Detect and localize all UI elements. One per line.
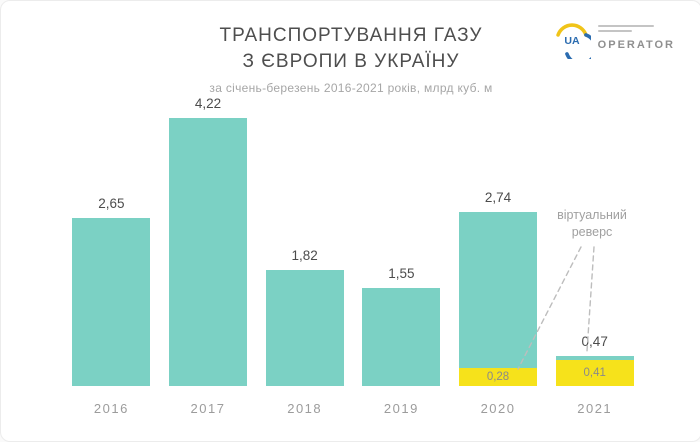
bar-column-2019: 1,55 2019 bbox=[353, 86, 450, 416]
virtual-reverse-annotation: віртуальний реверс bbox=[536, 207, 648, 241]
page-title: ТРАНСПОРТУВАННЯ ГАЗУ З ЄВРОПИ В УКРАЇНУ bbox=[1, 23, 700, 75]
bar-2018 bbox=[265, 270, 344, 386]
logo-wordmark: OPERATOR bbox=[597, 39, 675, 51]
annotation-line-2: реверс bbox=[571, 225, 613, 239]
bar-column-2018: 1,82 2018 bbox=[256, 86, 353, 416]
x-axis-label-2021: 2021 bbox=[577, 401, 613, 416]
svg-text:UA: UA bbox=[564, 35, 580, 47]
x-axis-label-2017: 2017 bbox=[190, 401, 226, 416]
bar-column-2021: 0,47 0,41 2021 bbox=[546, 86, 643, 416]
bar-2021: 0,41 bbox=[555, 356, 634, 386]
bar-2017 bbox=[169, 118, 247, 386]
logo-text-block: OPERATOR bbox=[597, 21, 675, 51]
x-axis-label-2016: 2016 bbox=[93, 401, 129, 416]
logo-tagline-line bbox=[597, 30, 632, 32]
annotation-line-1: віртуальний bbox=[557, 208, 627, 222]
bar-value-label: 2,65 bbox=[98, 196, 125, 211]
title-line-1: ТРАНСПОРТУВАННЯ ГАЗУ bbox=[219, 25, 483, 46]
bar-column-2017: 4,22 2017 bbox=[160, 86, 257, 416]
chart-subtitle: за січень-березень 2016-2021 років, млрд… bbox=[209, 81, 493, 95]
x-axis-label-2019: 2019 bbox=[383, 401, 419, 416]
title-line-2: З ЄВРОПИ В УКРАЇНУ bbox=[242, 51, 460, 72]
x-axis-label-2020: 2020 bbox=[480, 401, 516, 416]
virtual-reverse-segment-2020: 0,28 bbox=[459, 368, 538, 386]
bar-2020: 0,28 bbox=[459, 212, 538, 386]
virtual-reverse-segment-2021: 0,41 bbox=[555, 360, 634, 386]
bar-value-label: 1,55 bbox=[388, 266, 415, 281]
bar-value-label: 0,47 bbox=[581, 334, 608, 349]
bar-column-2020: 2,74 0,28 2020 bbox=[450, 86, 547, 416]
company-logo: UA OPERATOR bbox=[553, 21, 675, 59]
logo-tagline-line bbox=[597, 25, 654, 27]
x-axis-label-2018: 2018 bbox=[287, 401, 323, 416]
virtual-reverse-value-label: 0,41 bbox=[583, 367, 606, 379]
bar-2019 bbox=[362, 288, 441, 386]
bar-2016 bbox=[72, 218, 151, 386]
bar-value-label: 4,22 bbox=[194, 96, 222, 111]
ua-operator-logo-icon: UA bbox=[555, 23, 591, 59]
bar-value-label: 2,74 bbox=[484, 190, 512, 205]
plot-area: 2,65 2016 4,22 2017 1,82 2018 1,55 2019 2,74 0,28… bbox=[63, 86, 643, 416]
bar-column-2016: 2,65 2016 bbox=[63, 86, 160, 416]
virtual-reverse-value-label: 0,28 bbox=[486, 371, 510, 383]
bar-value-label: 1,82 bbox=[291, 248, 318, 263]
